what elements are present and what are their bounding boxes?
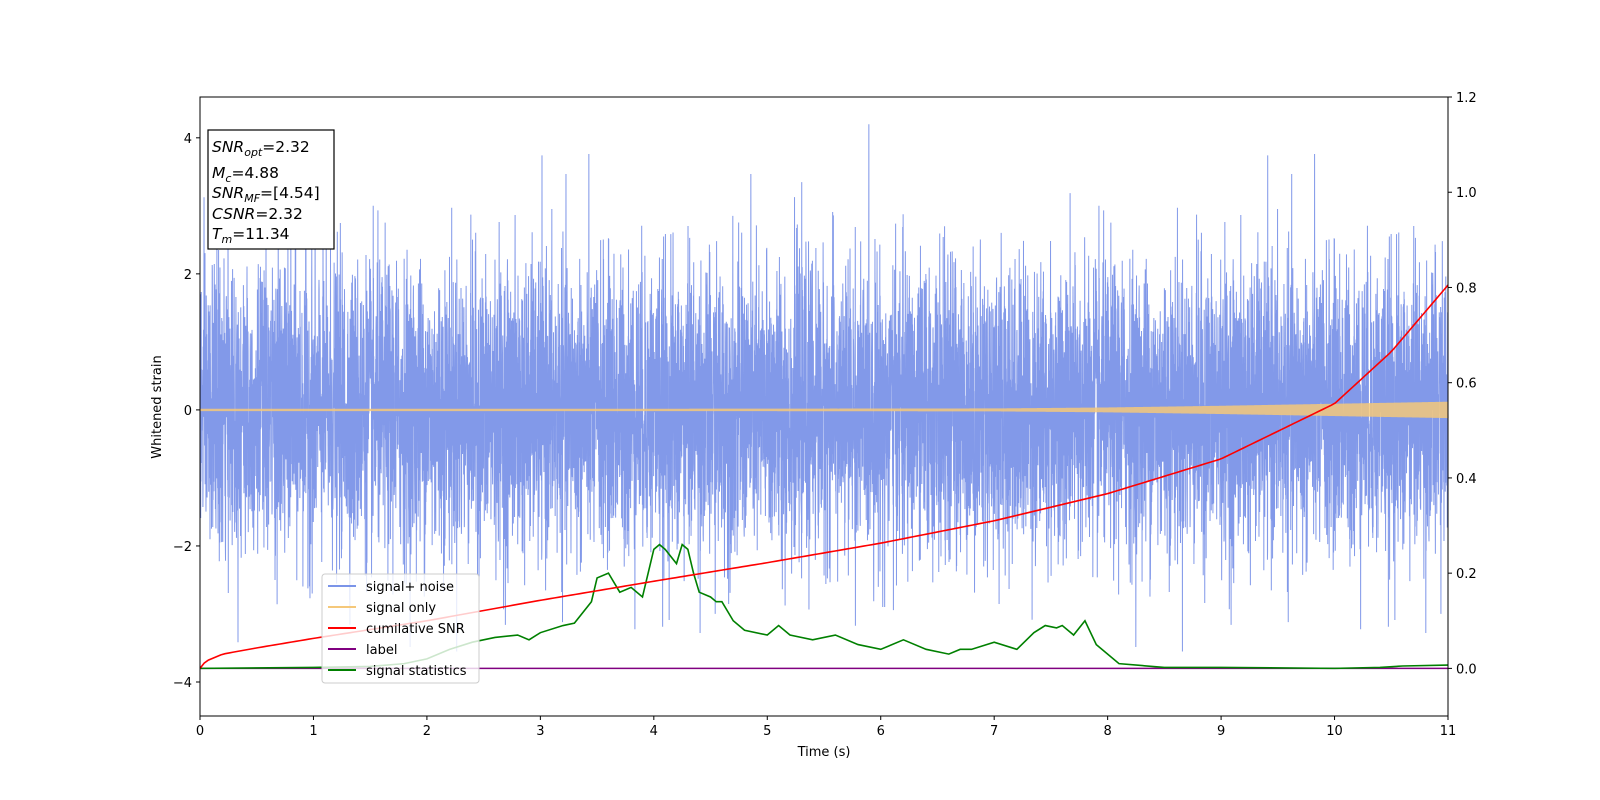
y2-tick-label: 0.0 <box>1456 662 1477 677</box>
x-tick-label: 3 <box>536 724 544 739</box>
legend-label-cumulative-snr: cumilative SNR <box>366 622 465 637</box>
y-tick-label: 2 <box>184 268 192 283</box>
legend-item-cumulative-snr: cumilative SNR <box>328 622 465 637</box>
mc-sub: c <box>225 172 231 185</box>
y-axis-ticks: −4 −2 0 2 4 <box>173 132 200 691</box>
y2-tick-label: 1.0 <box>1456 186 1477 201</box>
x-tick-label: 6 <box>877 724 885 739</box>
x-tick-label: 7 <box>990 724 998 739</box>
mc-main: M <box>212 164 225 182</box>
legend-frame <box>321 573 480 684</box>
mc-value: =4.88 <box>231 164 279 182</box>
x-tick-label: 0 <box>196 724 204 739</box>
signal-noise-line <box>199 124 1449 652</box>
annotation-snr-mf: SNRMF=[4.54] <box>212 184 320 205</box>
y2-tick-label: 1.2 <box>1456 91 1477 106</box>
annotation-mc: Mc=4.88 <box>212 164 279 185</box>
annotation-tm: Tm=11.34 <box>212 225 290 246</box>
y-tick-label: −4 <box>173 676 192 691</box>
signal-statistics-line <box>199 543 1449 670</box>
legend-label-signal-noise: signal+ noise <box>366 580 454 595</box>
x-tick-label: 8 <box>1103 724 1111 739</box>
legend-label-signal-statistics: signal statistics <box>366 664 467 679</box>
x-axis-label: Time (s) <box>797 745 851 760</box>
legend-item-signal-only: signal only <box>328 601 436 616</box>
x-tick-label: 5 <box>763 724 771 739</box>
x-tick-label: 4 <box>650 724 658 739</box>
snr-mf-value: =[4.54] <box>260 184 320 202</box>
annotation-snr-opt: SNRopt=2.32 <box>212 138 310 159</box>
tm-sub: m <box>221 233 232 246</box>
csnr-main: CSNR <box>212 205 255 223</box>
x-tick-label: 1 <box>309 724 317 739</box>
snr-opt-main: SNR <box>212 138 244 156</box>
legend-item-signal-statistics: signal statistics <box>328 664 467 679</box>
annotation-box: SNRopt=2.32 Mc=4.88 SNRMF=[4.54] CSNR=2.… <box>207 129 335 250</box>
y2-tick-label: 0.2 <box>1456 567 1477 582</box>
y2-tick-label: 0.8 <box>1456 281 1477 296</box>
legend-label-signal-only: signal only <box>366 601 436 616</box>
annotation-csnr: CSNR=2.32 <box>212 205 303 223</box>
y-tick-label: 4 <box>184 132 192 147</box>
legend: signal+ noise signal only cumilative SNR… <box>321 573 480 684</box>
x-tick-label: 2 <box>423 724 431 739</box>
snr-mf-sub: MF <box>244 192 260 205</box>
x-axis-ticks: 0 1 2 3 4 5 6 7 8 9 10 11 <box>196 716 1456 739</box>
plot-frame <box>199 96 1449 717</box>
y-tick-label: −2 <box>173 540 192 555</box>
y2-axis-ticks: 0.0 0.2 0.4 0.6 0.8 1.0 1.2 <box>1448 91 1477 677</box>
snr-opt-sub: opt <box>244 146 263 159</box>
csnr-value: =2.32 <box>255 205 303 223</box>
signal-noise-series <box>199 124 1449 652</box>
x-tick-label: 11 <box>1440 724 1457 739</box>
signal-only-line <box>199 401 1449 419</box>
y-axis-label: Whitened strain <box>150 355 165 458</box>
x-tick-label: 10 <box>1326 724 1343 739</box>
x-tick-label: 9 <box>1217 724 1225 739</box>
signal-only-series <box>199 401 1449 419</box>
legend-item-label: label <box>328 643 397 658</box>
tm-value: =11.34 <box>232 225 289 243</box>
legend-label-label: label <box>366 643 397 658</box>
y-tick-label: 0 <box>184 404 192 419</box>
y2-tick-label: 0.6 <box>1456 377 1477 392</box>
legend-item-signal-noise: signal+ noise <box>328 580 454 595</box>
snr-opt-value: =2.32 <box>262 138 310 156</box>
y2-tick-label: 0.4 <box>1456 472 1477 487</box>
tm-main: T <box>212 225 223 243</box>
snr-mf-main: SNR <box>212 184 244 202</box>
